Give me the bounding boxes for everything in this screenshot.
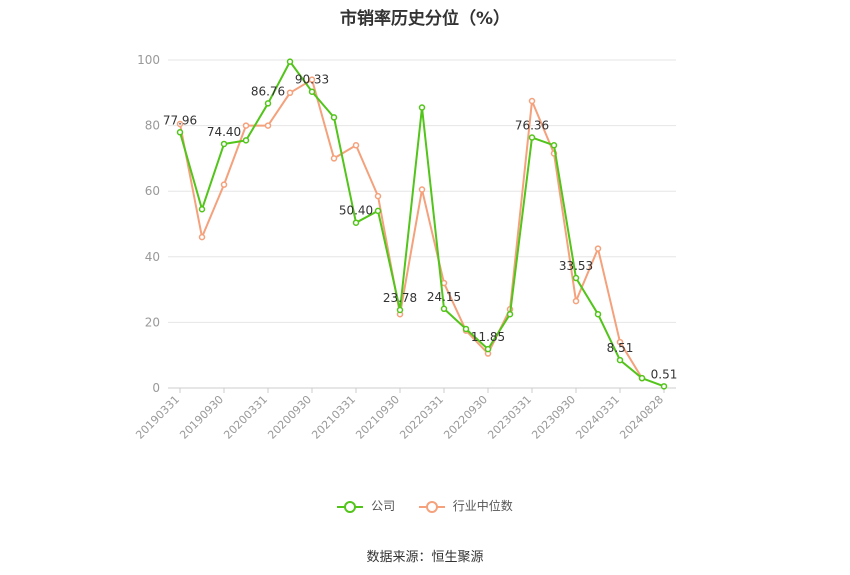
y-tick-label: 100 (137, 53, 160, 67)
data-point (286, 58, 294, 65)
data-point (176, 129, 184, 136)
data-point (660, 383, 668, 390)
data-point (572, 274, 580, 282)
data-point (572, 297, 580, 305)
data-point (198, 205, 206, 213)
source-note: 数据来源：恒生聚源 (366, 550, 484, 565)
data-point (330, 155, 338, 162)
series-line (179, 78, 643, 379)
x-tick-label: 20240828 (617, 393, 666, 442)
legend-marker-industry (418, 500, 445, 513)
data-label: 8.51 (607, 341, 634, 355)
series-group (176, 58, 668, 390)
data-point (264, 122, 272, 129)
data-point (220, 140, 228, 148)
legend-label-company: 公司 (371, 499, 396, 513)
data-point (220, 181, 228, 188)
data-point (616, 356, 624, 364)
data-point (418, 186, 426, 193)
data-point (528, 134, 536, 141)
data-label: 76.36 (515, 119, 549, 133)
data-point (638, 374, 646, 382)
y-tick-label: 60 (145, 184, 160, 198)
x-tick-label: 20230331 (485, 393, 534, 442)
data-point (352, 219, 360, 226)
y-tick-label: 20 (145, 315, 160, 329)
legend-marker-company (337, 500, 364, 513)
data-point (440, 305, 448, 313)
data-point (242, 137, 250, 144)
x-tick-label: 20240331 (573, 393, 622, 442)
data-point (198, 233, 206, 241)
data-label: 33.53 (559, 259, 593, 273)
data-point (374, 207, 382, 215)
y-tick-label: 40 (145, 250, 160, 264)
data-point (594, 245, 602, 252)
data-point (330, 114, 338, 121)
data-point (242, 122, 250, 129)
data-point (176, 120, 184, 128)
x-axis-ticks: 2019033120190930202003312020093020210331… (133, 388, 666, 442)
data-point (418, 104, 426, 111)
data-point (616, 338, 624, 346)
data-point (484, 345, 492, 353)
x-tick-label: 20230930 (529, 393, 578, 442)
data-point (462, 325, 470, 333)
legend: 公司 行业中位数 (0, 497, 850, 514)
x-tick-label: 20220331 (397, 393, 446, 442)
data-point (506, 310, 514, 318)
data-label: 90.33 (295, 73, 329, 87)
data-label: 23.78 (383, 291, 417, 305)
y-tick-label: 80 (145, 119, 160, 133)
chart-title: 市销率历史分位（%） (339, 9, 511, 29)
y-tick-label: 0 (152, 381, 160, 395)
x-tick-label: 20210930 (353, 393, 402, 442)
data-labels: 77.96 74.40 86.76 90.33 50.40 23.78 24.15 11.85… (163, 73, 678, 382)
data-point (352, 142, 360, 149)
x-tick-label: 20210331 (309, 393, 358, 442)
legend-item-company[interactable]: 公司 (337, 497, 395, 514)
x-tick-label: 20200331 (221, 393, 270, 442)
data-label: 77.96 (163, 113, 197, 127)
data-point (264, 100, 272, 107)
data-point (308, 88, 316, 95)
x-tick-label: 20200930 (265, 393, 314, 442)
x-tick-label: 20220930 (441, 393, 490, 442)
x-tick-label: 20190331 (133, 393, 182, 442)
data-label: 24.15 (427, 290, 461, 304)
data-label: 11.85 (471, 330, 505, 344)
data-point (550, 142, 558, 149)
data-label: 86.76 (251, 84, 285, 98)
data-label: 0.51 (651, 367, 678, 381)
data-point (286, 89, 294, 97)
data-point (396, 306, 404, 314)
data-point (374, 192, 382, 200)
data-point (528, 97, 536, 105)
data-label: 50.40 (339, 204, 373, 218)
data-label: 74.40 (207, 125, 241, 139)
legend-label-industry: 行业中位数 (452, 499, 513, 513)
y-axis-ticks: 0 20 40 60 80 100 (137, 53, 160, 395)
data-point (594, 310, 602, 318)
legend-item-industry[interactable]: 行业中位数 (418, 497, 513, 514)
data-point (308, 76, 316, 83)
x-tick-label: 20190930 (177, 393, 226, 442)
